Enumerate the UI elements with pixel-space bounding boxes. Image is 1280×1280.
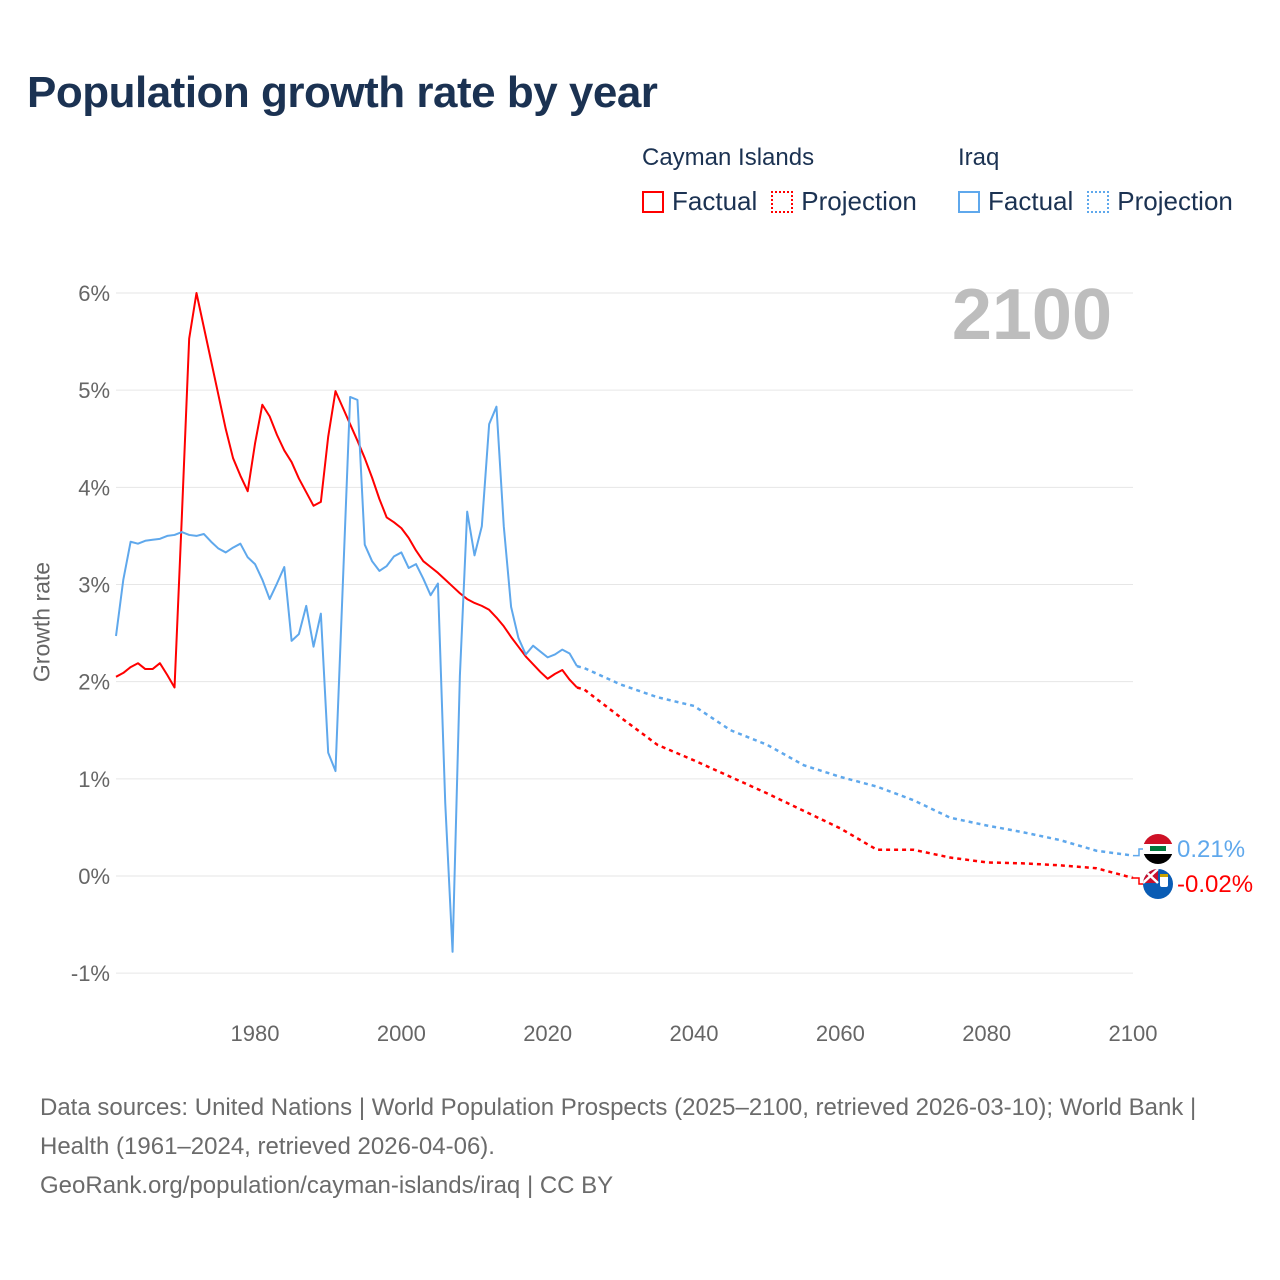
flag-body bbox=[1143, 869, 1173, 899]
flag-shield bbox=[1160, 875, 1168, 887]
series-1-projection-line bbox=[576, 664, 1134, 857]
legend-swatch-dotted bbox=[771, 190, 794, 213]
end-value-label: 0.21% bbox=[1177, 836, 1245, 863]
legend-iraq-factual[interactable]: Factual bbox=[958, 186, 1073, 217]
legend-group-name: Cayman Islands bbox=[642, 144, 815, 171]
legend-swatch-solid bbox=[958, 190, 980, 213]
legend-group-name: Iraq bbox=[958, 144, 1000, 171]
flag-body bbox=[1143, 834, 1173, 864]
cayman-islands-flag-icon bbox=[1143, 869, 1173, 899]
flag-shield-top bbox=[1160, 874, 1168, 877]
legend-group-cayman-islands: Cayman Islands Factual Projection bbox=[642, 144, 931, 217]
legend-iraq-projection[interactable]: Projection bbox=[1087, 186, 1233, 217]
series-1-factual-line bbox=[115, 395, 578, 953]
legend-cayman-factual[interactable]: Factual bbox=[642, 186, 757, 217]
credit-link[interactable]: GeoRank.org/population/cayman-islands/ir… bbox=[40, 1172, 614, 1199]
legend-label: Projection bbox=[1117, 186, 1233, 216]
end-value-label: -0.02% bbox=[1177, 871, 1253, 898]
y-tick-label: 0% bbox=[78, 864, 110, 889]
x-tick-label: 2080 bbox=[962, 1021, 1011, 1046]
x-tick-label: 2020 bbox=[523, 1021, 572, 1046]
y-tick-label: 1% bbox=[78, 767, 110, 792]
x-tick-label: 2040 bbox=[670, 1021, 719, 1046]
x-tick-label: 2000 bbox=[377, 1021, 426, 1046]
end-connector bbox=[1133, 877, 1143, 885]
flag-emblem bbox=[1150, 846, 1166, 851]
data-sources: Data sources: United Nations | World Pop… bbox=[40, 1094, 1197, 1160]
y-tick-label: 2% bbox=[78, 670, 110, 695]
x-tick-label: 2100 bbox=[1109, 1021, 1158, 1046]
legend-swatch-solid bbox=[642, 190, 664, 213]
flag-stripe-black bbox=[1143, 854, 1173, 864]
y-tick-label: 6% bbox=[78, 281, 110, 306]
legend-group-iraq: Iraq Factual Projection bbox=[958, 144, 1247, 217]
x-tick-label: 2060 bbox=[816, 1021, 865, 1046]
y-axis-label: Growth rate bbox=[28, 561, 55, 683]
footer: Data sources: United Nations | World Pop… bbox=[40, 1088, 1240, 1205]
series-0-factual-line bbox=[115, 292, 578, 689]
y-tick-label: 4% bbox=[78, 475, 110, 500]
current-year-label: 2100 bbox=[951, 275, 1112, 355]
flag-stripe-red bbox=[1143, 834, 1173, 844]
iraq-flag-icon bbox=[1143, 834, 1173, 864]
legend-label: Factual bbox=[672, 186, 758, 216]
x-tick-label: 1980 bbox=[231, 1021, 280, 1046]
legend-swatch-dotted bbox=[1087, 190, 1110, 213]
legend-cayman-projection[interactable]: Projection bbox=[771, 186, 917, 217]
y-tick-label: -1% bbox=[71, 961, 110, 986]
series-0-projection-line bbox=[576, 686, 1134, 880]
y-tick-label: 5% bbox=[78, 378, 110, 403]
y-tick-label: 3% bbox=[78, 573, 110, 598]
chart-title: Population growth rate by year bbox=[27, 68, 658, 117]
legend-label: Factual bbox=[988, 186, 1074, 216]
end-connector bbox=[1133, 848, 1143, 857]
legend-label: Projection bbox=[801, 186, 917, 216]
